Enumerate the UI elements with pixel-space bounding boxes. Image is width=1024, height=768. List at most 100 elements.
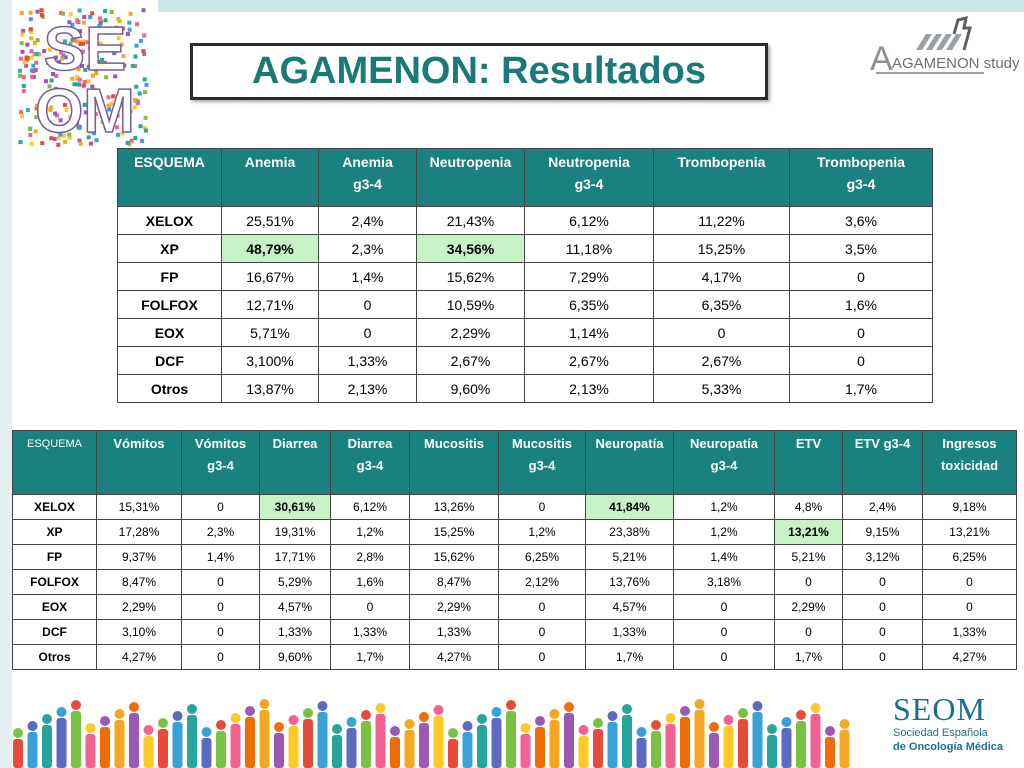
table-cell: 11,18% — [524, 234, 654, 263]
table-cell: 0 — [789, 318, 933, 347]
logo-dot — [52, 137, 57, 142]
logo-dot — [28, 126, 32, 131]
table-cell: 4,27% — [96, 644, 182, 670]
logo-dot — [33, 68, 38, 72]
column-header: Diarrea — [259, 430, 331, 495]
person-body — [607, 722, 618, 768]
person-head — [288, 715, 299, 725]
table-cell: 2,29% — [416, 318, 525, 347]
table-cell: 0 — [673, 594, 775, 620]
logo-dot — [88, 15, 93, 20]
person-body — [143, 736, 154, 768]
person-head — [578, 725, 589, 735]
logo-dot — [76, 107, 81, 112]
table-cell: 6,12% — [330, 494, 410, 520]
logo-dot — [94, 138, 99, 143]
logo-dot — [109, 101, 114, 106]
person-head — [259, 699, 270, 709]
column-header: Diarrea g3-4 — [330, 430, 410, 495]
logo-dot — [28, 17, 33, 22]
person-body — [564, 713, 574, 768]
logo-dot — [21, 89, 26, 94]
column-header: ETV g3-4 — [842, 430, 923, 495]
person-body — [230, 724, 241, 768]
logo-dot — [95, 27, 100, 32]
person-head — [317, 701, 328, 711]
logo-dot — [80, 64, 85, 68]
person-body — [767, 735, 777, 768]
person-body — [636, 738, 647, 768]
logo-dot — [111, 94, 116, 99]
logo-dot — [133, 64, 138, 69]
person-head — [839, 719, 850, 729]
logo-dot — [81, 41, 85, 46]
logo-dot — [104, 75, 109, 80]
column-header-line: ESQUEMA — [26, 438, 82, 450]
table-cell: 15,25% — [653, 234, 790, 263]
logo-dot — [75, 121, 79, 126]
person-body — [404, 730, 415, 768]
table-cell: 19,31% — [259, 519, 331, 545]
agamenon-logo-text: AGAMENON study — [892, 55, 1020, 72]
column-header: Vómitos — [96, 430, 182, 495]
logo-dot — [70, 76, 75, 81]
table-cell: 48,79% — [221, 234, 319, 263]
logo-dot — [52, 40, 57, 44]
column-header-line: Ingresos — [942, 436, 997, 451]
table-cell: 0 — [789, 262, 933, 291]
column-header: Mucositis g3-4 — [498, 430, 586, 495]
logo-dot — [115, 113, 120, 118]
table-cell: 21,43% — [416, 206, 525, 235]
logo-dot — [54, 73, 59, 78]
person-body — [288, 726, 299, 768]
person-head — [810, 703, 821, 713]
person-head — [129, 702, 139, 712]
table-cell: 9,60% — [416, 374, 525, 403]
table-row: EOX 5,71% 0 2,29% 1,14% 0 0 — [117, 318, 933, 347]
logo-dot — [98, 16, 102, 21]
logo-dot — [31, 63, 36, 68]
logo-dot — [30, 74, 34, 79]
column-header-line: g3-4 — [356, 458, 384, 473]
person-head — [172, 711, 183, 721]
column-header: ESQUEMA — [117, 148, 222, 207]
logo-dot — [49, 136, 54, 141]
column-header: Anemia — [221, 148, 319, 207]
table-cell: 8,47% — [409, 569, 499, 595]
row-header-cell: XELOX — [117, 206, 222, 235]
table-cell: 1,2% — [330, 519, 410, 545]
column-header-line: Trombopenia — [677, 154, 766, 170]
logo-dot — [47, 84, 52, 89]
logo-dot — [105, 47, 110, 52]
logo-dot — [32, 52, 37, 57]
logo-dot — [127, 27, 132, 32]
column-header-line: Neutropenia — [548, 154, 630, 170]
logo-dot — [123, 90, 128, 95]
logo-dot — [92, 87, 97, 92]
logo-dot — [34, 115, 39, 120]
logo-dot — [75, 74, 79, 79]
logo-dot — [143, 90, 147, 95]
logo-dot — [132, 105, 137, 110]
person-body — [85, 734, 96, 768]
logo-dot — [86, 135, 91, 140]
table-row: XP 48,79% 2,3% 34,56% 11,18% 15,25% 3,5% — [117, 234, 933, 263]
table-cell: 1,4% — [318, 262, 417, 291]
column-header-line: ESQUEMA — [134, 154, 205, 170]
table-cell: 4,57% — [259, 594, 331, 620]
table-cell: 0 — [181, 494, 260, 520]
logo-dot — [53, 87, 58, 91]
table-cell: 34,56% — [416, 234, 525, 263]
table-cell: 3,5% — [789, 234, 933, 263]
table-cell: 2,29% — [409, 594, 499, 620]
table-cell: 1,7% — [789, 374, 933, 403]
logo-dot — [109, 10, 114, 14]
logo-dot — [138, 124, 143, 129]
logo-dot — [49, 105, 54, 110]
logo-dot — [81, 83, 86, 88]
logo-dot — [77, 77, 82, 82]
table-cell: 1,2% — [673, 494, 775, 520]
table-cell: 3,100% — [221, 346, 319, 375]
logo-dot — [83, 110, 88, 115]
person-head — [158, 718, 168, 728]
